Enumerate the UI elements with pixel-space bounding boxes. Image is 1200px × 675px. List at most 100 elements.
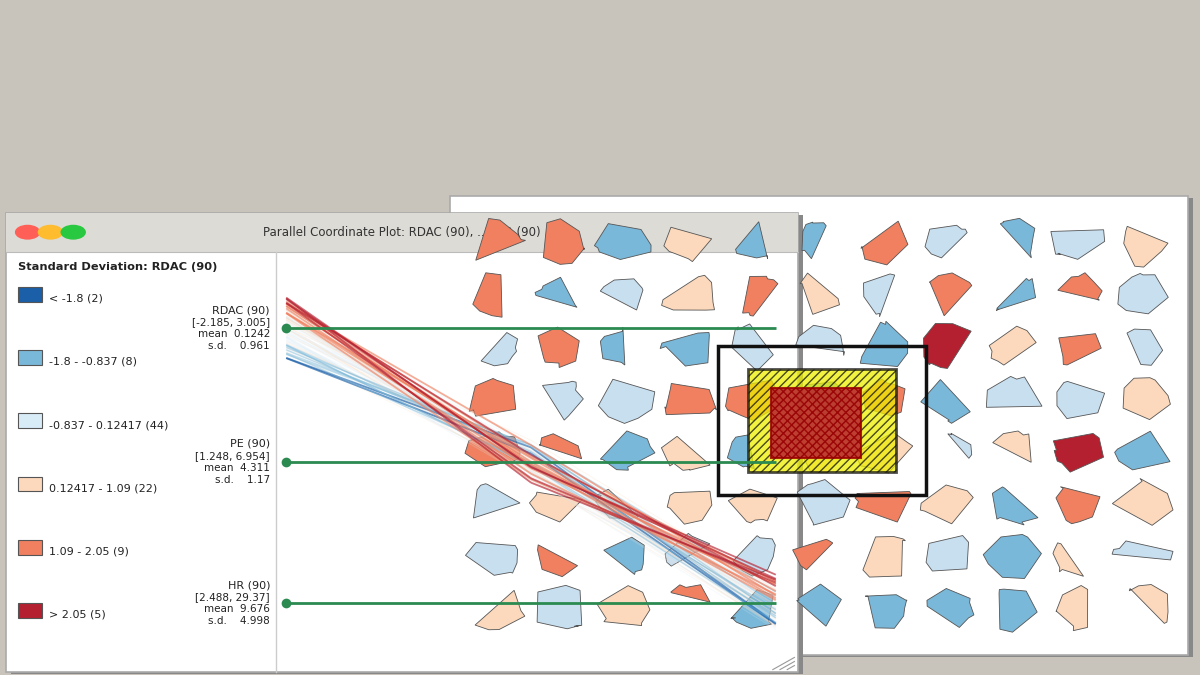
Polygon shape xyxy=(1054,433,1104,472)
Polygon shape xyxy=(1112,479,1174,525)
Polygon shape xyxy=(529,492,582,522)
Polygon shape xyxy=(929,273,972,316)
Polygon shape xyxy=(1127,329,1163,365)
Polygon shape xyxy=(854,433,913,473)
Text: s.d.    4.998: s.d. 4.998 xyxy=(209,616,270,626)
Polygon shape xyxy=(983,535,1042,578)
Polygon shape xyxy=(989,326,1036,365)
Polygon shape xyxy=(475,219,526,261)
Text: Parallel Coordinate Plot: RDAC (90), ..., HR (90): Parallel Coordinate Plot: RDAC (90), ...… xyxy=(263,225,541,239)
Polygon shape xyxy=(986,377,1042,407)
Polygon shape xyxy=(466,543,517,575)
Polygon shape xyxy=(598,586,650,626)
Bar xyxy=(18,540,42,555)
Text: mean  0.1242: mean 0.1242 xyxy=(198,329,270,340)
Polygon shape xyxy=(733,536,775,576)
Bar xyxy=(18,413,42,428)
Polygon shape xyxy=(464,432,520,466)
Bar xyxy=(772,388,860,458)
Text: Lower outlier (0): Lower outlier (0) xyxy=(505,240,598,250)
Polygon shape xyxy=(797,479,850,525)
Polygon shape xyxy=(796,429,846,472)
Bar xyxy=(18,287,42,302)
Polygon shape xyxy=(924,323,971,369)
Polygon shape xyxy=(1058,333,1102,365)
Polygon shape xyxy=(860,221,908,265)
Bar xyxy=(468,381,498,398)
Polygon shape xyxy=(665,533,710,566)
Polygon shape xyxy=(864,274,895,317)
Polygon shape xyxy=(925,225,967,258)
Polygon shape xyxy=(604,537,644,574)
Bar xyxy=(18,603,42,618)
Polygon shape xyxy=(860,321,907,367)
Text: < 25% (22): < 25% (22) xyxy=(505,269,569,279)
Polygon shape xyxy=(926,589,974,628)
Bar xyxy=(718,346,926,495)
Point xyxy=(791,248,805,256)
Text: mean  4.311: mean 4.311 xyxy=(204,463,270,473)
Bar xyxy=(6,213,798,672)
Polygon shape xyxy=(728,489,778,523)
Text: 1.09 - 2.05 (9): 1.09 - 2.05 (9) xyxy=(49,547,130,556)
Text: [2.488, 29.37]: [2.488, 29.37] xyxy=(196,593,270,602)
Polygon shape xyxy=(599,379,655,423)
Text: PE (90): PE (90) xyxy=(230,439,270,449)
Circle shape xyxy=(38,225,62,239)
Polygon shape xyxy=(594,223,652,259)
Polygon shape xyxy=(1052,543,1084,576)
Polygon shape xyxy=(661,436,710,470)
Circle shape xyxy=(61,225,85,239)
Text: Standard Deviation: RDAC (90): Standard Deviation: RDAC (90) xyxy=(18,262,217,272)
Text: -1.8 - -0.837 (8): -1.8 - -0.837 (8) xyxy=(49,357,137,367)
Polygon shape xyxy=(1000,589,1037,632)
Bar xyxy=(468,353,498,370)
Polygon shape xyxy=(661,275,714,310)
Bar xyxy=(18,477,42,491)
Polygon shape xyxy=(1123,226,1168,267)
Text: HR (90): HR (90) xyxy=(228,580,270,590)
Polygon shape xyxy=(664,227,712,262)
Text: Upper outlier (2): Upper outlier (2) xyxy=(505,382,598,392)
Polygon shape xyxy=(736,221,768,259)
Text: RDAC (90): RDAC (90) xyxy=(212,305,270,315)
Bar xyxy=(450,196,1188,655)
Text: [1.248, 6.954]: [1.248, 6.954] xyxy=(196,451,270,461)
Bar xyxy=(11,215,803,674)
Bar xyxy=(468,240,498,256)
Text: < -1.8 (2): < -1.8 (2) xyxy=(49,294,103,304)
Polygon shape xyxy=(665,383,716,414)
Text: s.d.    0.961: s.d. 0.961 xyxy=(209,341,270,351)
Polygon shape xyxy=(800,273,840,315)
Text: -0.837 - 0.12417 (44): -0.837 - 0.12417 (44) xyxy=(49,420,168,430)
Bar xyxy=(468,325,498,342)
Text: Hinge=1.5: HR (90): Hinge=1.5: HR (90) xyxy=(468,219,605,232)
Polygon shape xyxy=(1115,431,1170,470)
Polygon shape xyxy=(660,333,709,366)
Polygon shape xyxy=(1001,218,1034,258)
Polygon shape xyxy=(1112,541,1174,560)
Polygon shape xyxy=(863,379,905,416)
Point xyxy=(0,248,13,256)
Polygon shape xyxy=(743,276,778,316)
Polygon shape xyxy=(948,433,972,458)
Text: 25% - 50% (23): 25% - 50% (23) xyxy=(505,297,592,307)
Bar xyxy=(468,268,498,285)
Polygon shape xyxy=(865,595,907,628)
Polygon shape xyxy=(726,380,784,421)
Bar xyxy=(455,198,1193,657)
Text: 0.12417 - 1.09 (22): 0.12417 - 1.09 (22) xyxy=(49,483,157,493)
Polygon shape xyxy=(1051,230,1105,259)
Polygon shape xyxy=(473,273,502,317)
Polygon shape xyxy=(1056,585,1087,630)
Bar xyxy=(468,296,498,313)
Text: mean  9.676: mean 9.676 xyxy=(204,605,270,614)
Bar xyxy=(748,369,896,472)
Bar xyxy=(18,350,42,365)
Polygon shape xyxy=(1118,273,1169,314)
Polygon shape xyxy=(474,484,520,518)
Polygon shape xyxy=(920,379,971,423)
Polygon shape xyxy=(595,489,638,518)
Polygon shape xyxy=(796,325,845,356)
Text: [-2.185, 3.005]: [-2.185, 3.005] xyxy=(192,317,270,327)
